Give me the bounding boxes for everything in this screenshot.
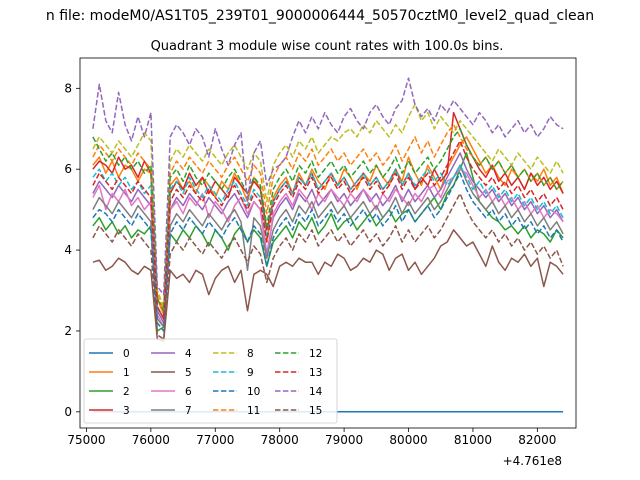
x-tick-label: 78000 [261, 433, 299, 447]
series-line-13 [92, 140, 564, 320]
series-line-10 [92, 172, 564, 332]
legend-label: 6 [185, 386, 192, 398]
legend-label: 3 [123, 405, 130, 417]
series-line-14 [92, 77, 564, 296]
x-tick-label: 79000 [325, 433, 363, 447]
legend-label: 10 [247, 386, 260, 398]
x-offset-label: +4.761e8 [503, 454, 562, 468]
x-tick-label: 77000 [196, 433, 234, 447]
chart-title: Quadrant 3 module wise count rates with … [151, 39, 504, 54]
y-tick-label: 0 [64, 405, 72, 419]
legend-label: 12 [309, 348, 322, 360]
x-tick-label: 76000 [132, 433, 170, 447]
plot-frame [79, 57, 577, 429]
legend-label: 0 [123, 348, 130, 360]
series-line-7 [92, 164, 564, 328]
legend-label: 7 [185, 405, 192, 417]
y-tick-label: 4 [64, 243, 72, 257]
legend-label: 2 [123, 386, 130, 398]
x-tick-label: 81000 [454, 433, 492, 447]
legend-label: 13 [309, 367, 322, 379]
y-tick-label: 6 [64, 162, 72, 176]
series-line-5 [92, 229, 564, 342]
x-tick-label: 82000 [518, 433, 556, 447]
series-line-8 [92, 103, 564, 308]
legend-label: 5 [185, 367, 192, 379]
legend-label: 9 [247, 367, 254, 379]
series-layer [92, 77, 564, 413]
x-axis: 75000 76000 77000 78000 79000 80000 81000 82000 [67, 428, 556, 447]
legend-label: 14 [309, 386, 323, 398]
y-axis: 0 2 4 6 8 [64, 81, 80, 419]
series-line-15 [92, 192, 564, 340]
y-tick-label: 8 [64, 81, 72, 95]
legend-label: 8 [247, 348, 254, 360]
legend-label: 4 [185, 348, 192, 360]
figure-suptitle: n file: modeM0/AS1T05_239T01_9000006444_… [46, 8, 594, 24]
x-tick-label: 75000 [67, 433, 105, 447]
series-line-3 [92, 111, 564, 320]
y-tick-label: 2 [64, 324, 72, 338]
legend-label: 11 [247, 405, 260, 417]
x-tick-label: 80000 [389, 433, 427, 447]
legend-label: 15 [309, 405, 322, 417]
series-line-9 [92, 164, 564, 320]
series-line-12 [92, 128, 564, 312]
legend-frame [83, 338, 338, 424]
legend-label: 1 [123, 367, 130, 379]
